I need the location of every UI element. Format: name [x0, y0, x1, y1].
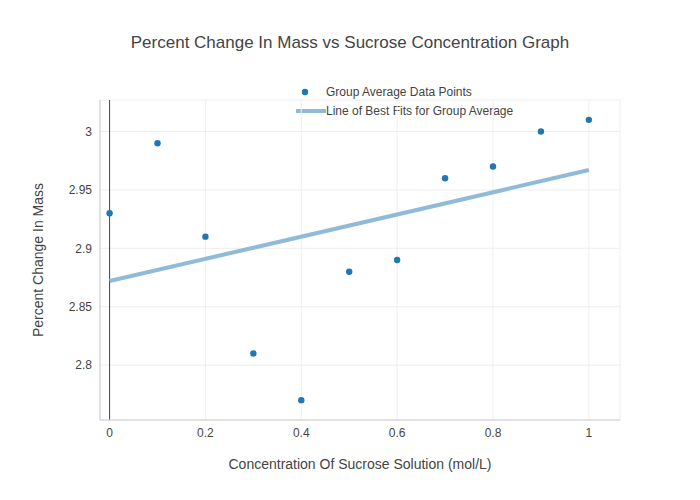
svg-text:0.4: 0.4	[293, 426, 310, 440]
html-text:Group Average Data Points: Group Average Data Points	[326, 84, 472, 99]
svg-text:2.9: 2.9	[75, 242, 92, 256]
svg-text:0.8: 0.8	[485, 426, 502, 440]
svg-text:0.2: 0.2	[197, 426, 214, 440]
html-text:Percent Change In Mass: Percent Change In Mass	[30, 183, 46, 337]
svg-text:0: 0	[106, 426, 113, 440]
svg-text:1: 1	[586, 426, 593, 440]
svg-text:2.95: 2.95	[69, 183, 93, 197]
svg-text:3: 3	[85, 125, 92, 139]
html-text:Concentration Of Sucrose Solut: Concentration Of Sucrose Solution (mol/L…	[228, 456, 492, 472]
svg-text:0.6: 0.6	[389, 426, 406, 440]
html-text:Percent Change In Mass vs Sucr: Percent Change In Mass vs Sucrose Concen…	[130, 33, 570, 52]
html-text:Line of Best Fits for Group Av: Line of Best Fits for Group Average	[326, 103, 514, 118]
svg-text:2.85: 2.85	[69, 300, 93, 314]
svg-text:2.8: 2.8	[75, 358, 92, 372]
